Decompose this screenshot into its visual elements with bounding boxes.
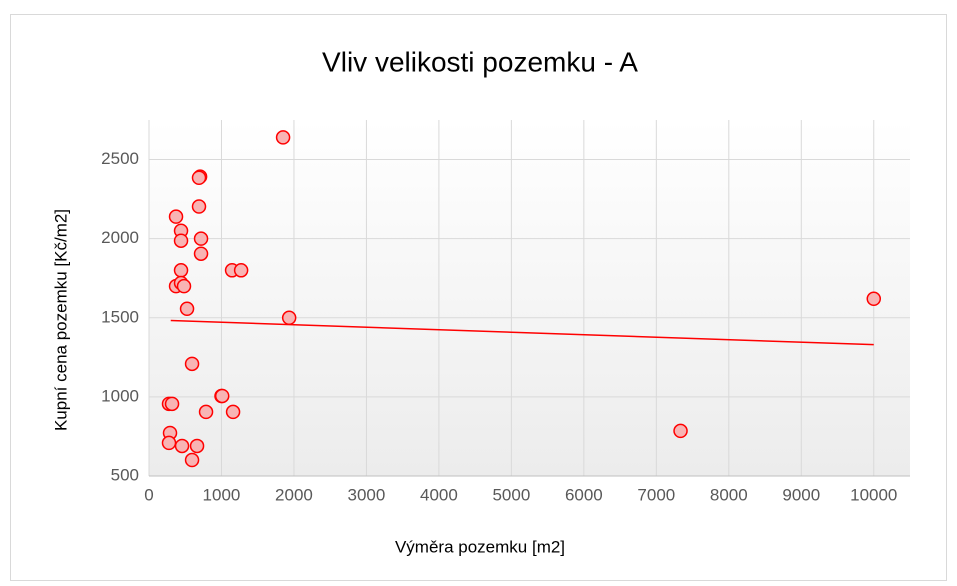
point — [173, 233, 189, 248]
point — [184, 356, 200, 372]
point — [174, 438, 190, 454]
point — [191, 170, 207, 186]
point — [176, 278, 192, 294]
x-tick-label: 8000 — [710, 485, 748, 504]
y-axis-label: Kupní cena pozemku [Kč/m2] — [51, 209, 70, 431]
point — [189, 438, 205, 454]
point — [193, 246, 209, 261]
chart-title: Vliv velikosti pozemku - A — [322, 46, 638, 77]
x-tick-label: 7000 — [637, 485, 675, 504]
point — [198, 404, 214, 420]
x-tick-label: 2000 — [275, 485, 313, 504]
y-tick-label: 2000 — [101, 228, 139, 247]
point — [161, 435, 177, 451]
x-tick-label: 0 — [144, 485, 153, 504]
point — [866, 291, 882, 307]
point — [214, 388, 230, 404]
point — [275, 130, 291, 145]
plot-area — [149, 120, 910, 476]
point — [168, 209, 184, 224]
y-tick-label: 2500 — [101, 149, 139, 168]
y-tick-label: 1000 — [101, 386, 139, 405]
point — [173, 263, 189, 278]
point — [233, 263, 249, 278]
x-tick-label: 3000 — [348, 485, 386, 504]
x-tick-label: 1000 — [203, 485, 241, 504]
y-tick-label: 500 — [111, 465, 139, 484]
point — [225, 404, 241, 420]
point — [179, 301, 195, 317]
x-axis-label: Výměra pozemku [m2] — [395, 537, 565, 556]
point — [191, 199, 207, 214]
point — [193, 231, 209, 246]
point — [184, 452, 200, 468]
x-tick-label: 4000 — [420, 485, 458, 504]
point — [164, 396, 180, 412]
x-tick-label: 6000 — [565, 485, 603, 504]
point — [673, 423, 688, 439]
x-tick-label: 10000 — [850, 485, 897, 504]
x-tick-label: 9000 — [782, 485, 820, 504]
point — [281, 310, 297, 326]
x-tick-label: 5000 — [492, 485, 530, 504]
y-tick-label: 1500 — [101, 307, 139, 326]
